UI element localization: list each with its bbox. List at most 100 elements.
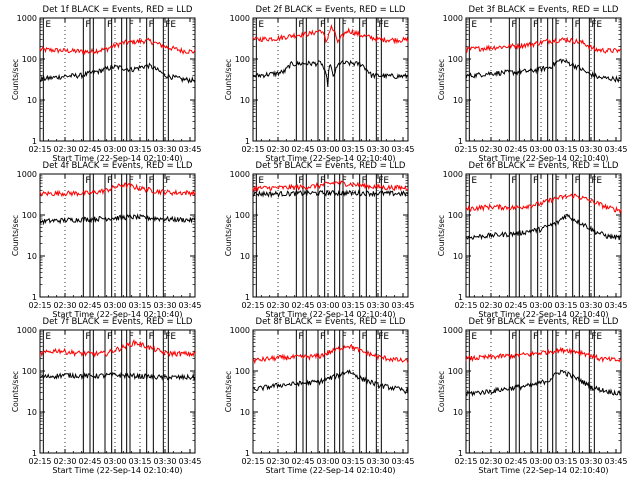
event-flag-label: F <box>362 176 367 186</box>
x-tick-label: 03:00 <box>103 301 126 310</box>
event-flag-label: E <box>596 20 602 30</box>
event-flag-label: E <box>471 20 477 30</box>
x-tick-label: 03:00 <box>529 145 552 154</box>
x-tick-label: 02:30 <box>53 301 76 310</box>
x-tick-label: 03:30 <box>579 145 602 154</box>
y-tick-label: 10 <box>240 408 250 417</box>
event-flag-label: F <box>575 20 580 30</box>
x-tick-label: 03:45 <box>391 145 414 154</box>
x-axis-label: Start Time (22-Sep-14 02:10:40) <box>265 154 395 163</box>
y-axis-label: Counts/sec <box>437 371 446 412</box>
series-line <box>39 37 196 56</box>
y-tick-label: 1 <box>245 449 250 458</box>
x-tick-label: 02:30 <box>266 457 289 466</box>
series-line <box>252 59 409 88</box>
y-tick-label: 1 <box>458 293 463 302</box>
plot-frame <box>39 17 196 142</box>
event-flag-label: F <box>129 332 134 342</box>
x-tick-label: 02:15 <box>454 145 477 154</box>
event-flag-label: F <box>555 176 560 186</box>
chart-title: Det 3f BLACK = Events, RED = LLD <box>469 5 619 15</box>
y-tick-label: 100 <box>235 211 250 220</box>
x-tick-label: 03:15 <box>341 457 364 466</box>
y-axis-label: Counts/sec <box>11 215 20 256</box>
x-tick-label: 02:15 <box>454 457 477 466</box>
x-tick-label: 02:45 <box>504 457 527 466</box>
series-line <box>252 179 409 193</box>
x-tick-label: 03:00 <box>529 301 552 310</box>
y-tick-label: 10 <box>27 408 37 417</box>
event-flag-label: E <box>383 176 389 186</box>
event-flag-label: F <box>107 176 112 186</box>
event-flag-label: F <box>555 20 560 30</box>
x-axis-label: Start Time (22-Sep-14 02:10:40) <box>52 310 182 319</box>
x-tick-label: 02:30 <box>53 457 76 466</box>
x-tick-label: 03:15 <box>341 301 364 310</box>
event-flag-label: F <box>591 332 596 342</box>
y-tick-label: 1 <box>458 137 463 146</box>
chart-title: Det 1f BLACK = Events, RED = LLD <box>43 5 193 15</box>
chart-title: Det 8f BLACK = Events, RED = LLD <box>256 317 406 327</box>
y-tick-label: 10 <box>453 252 463 261</box>
y-tick-label: 1000 <box>17 14 37 23</box>
y-tick-label: 1 <box>32 137 37 146</box>
x-tick-label: 02:30 <box>266 145 289 154</box>
series-line <box>39 213 196 226</box>
y-tick-label: 100 <box>22 55 37 64</box>
x-tick-label: 03:15 <box>128 145 151 154</box>
x-tick-label: 02:45 <box>291 457 314 466</box>
x-tick-label: 02:45 <box>291 145 314 154</box>
series-line <box>39 62 196 85</box>
event-flag-label: F <box>149 332 154 342</box>
y-tick-label: 10 <box>453 408 463 417</box>
x-tick-label: 02:30 <box>479 457 502 466</box>
series-line <box>465 58 622 84</box>
plot-frame <box>252 173 409 298</box>
y-axis-label: Counts/sec <box>224 59 233 100</box>
y-tick-label: 1000 <box>443 326 463 335</box>
y-tick-label: 100 <box>235 55 250 64</box>
event-flag-label: F <box>165 332 170 342</box>
x-tick-label: 03:00 <box>316 457 339 466</box>
x-tick-label: 02:30 <box>53 145 76 154</box>
event-flag-label: F <box>378 332 383 342</box>
y-tick-label: 1 <box>458 449 463 458</box>
event-flag-label: F <box>298 176 303 186</box>
event-flag-label: F <box>165 20 170 30</box>
chart-title: Det 4f BLACK = Events, RED = LLD <box>43 161 193 171</box>
series-line <box>465 346 622 363</box>
x-tick-label: 02:30 <box>479 145 502 154</box>
event-flag-label: F <box>591 20 596 30</box>
event-flag-label: F <box>362 20 367 30</box>
event-flag-label: F <box>591 176 596 186</box>
series-line <box>39 339 196 358</box>
y-tick-label: 100 <box>448 55 463 64</box>
event-flag-label: F <box>533 332 538 342</box>
event-flag-label: E <box>45 332 51 342</box>
x-tick-label: 02:45 <box>504 145 527 154</box>
x-tick-label: 02:15 <box>241 301 264 310</box>
event-flag-label: E <box>383 20 389 30</box>
event-flag-label: F <box>342 20 347 30</box>
x-tick-label: 03:00 <box>529 457 552 466</box>
x-tick-label: 03:30 <box>366 301 389 310</box>
event-flag-label: F <box>342 176 347 186</box>
x-tick-label: 02:15 <box>28 301 51 310</box>
x-axis-label: Start Time (22-Sep-14 02:10:40) <box>478 466 608 475</box>
event-flag-label: E <box>170 332 176 342</box>
x-tick-label: 03:00 <box>103 145 126 154</box>
x-tick-label: 02:30 <box>266 301 289 310</box>
x-tick-label: 03:30 <box>579 301 602 310</box>
event-flag-label: E <box>383 332 389 342</box>
event-flag-label: F <box>378 176 383 186</box>
x-tick-label: 03:00 <box>103 457 126 466</box>
x-tick-label: 02:45 <box>78 457 101 466</box>
x-tick-label: 03:30 <box>153 301 176 310</box>
series-line <box>39 182 196 198</box>
plot-frame <box>252 17 409 142</box>
x-tick-label: 02:15 <box>454 301 477 310</box>
